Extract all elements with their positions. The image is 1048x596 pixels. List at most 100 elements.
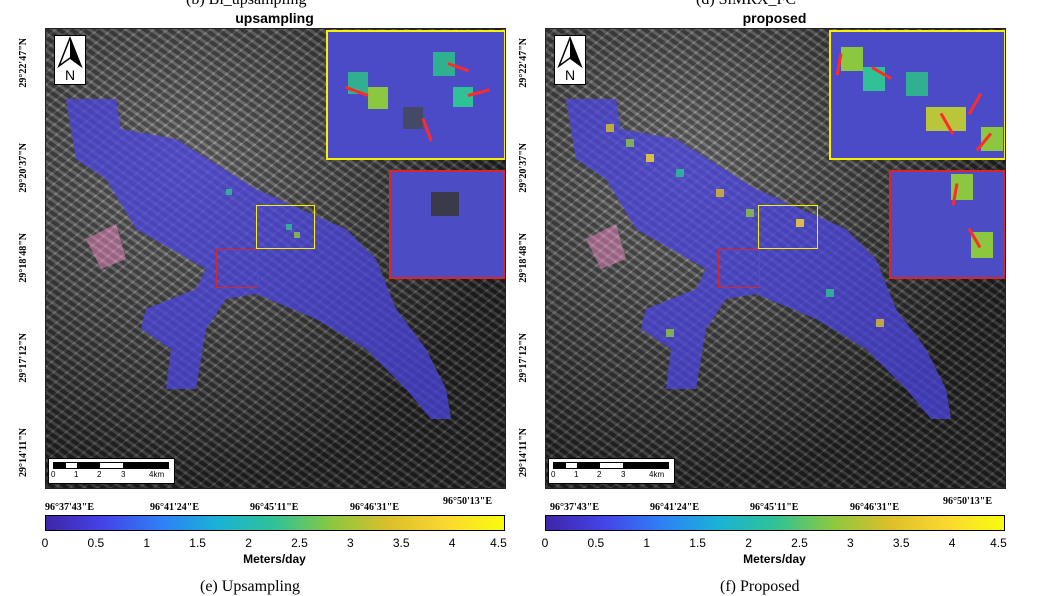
- latitude-axis-right: 29°22'47"N 29°20'37"N 29°18'48"N 29°17'1…: [518, 28, 538, 487]
- scale-tick: 2: [597, 470, 602, 479]
- scale-bar: 0 1 2 3 4km: [548, 458, 675, 484]
- latitude-axis-left: 29°22'47"N 29°20'37"N 29°18'48"N 29°17'1…: [18, 28, 38, 487]
- velocity-cell: [841, 47, 863, 71]
- scale-tick: 4km: [649, 470, 665, 479]
- lon-label: 96°41'24"E: [650, 502, 699, 513]
- north-label: N: [64, 67, 76, 83]
- velocity-cell: [368, 87, 388, 109]
- velocity-cell: [453, 87, 473, 107]
- glacier-velocity-overlay: [566, 99, 951, 419]
- colorbar-tick: 2.5: [791, 536, 808, 550]
- colorbar-tick: 3: [846, 536, 854, 550]
- colorbar-tick: 2: [745, 536, 752, 550]
- map-panel-proposed: N 0 1 2 3 4km: [545, 28, 1006, 489]
- colorbar-tick: 0.5: [87, 536, 105, 550]
- colorbar-tick: 3.5: [892, 536, 910, 550]
- colorbar-tick: 0.5: [587, 536, 605, 550]
- lon-label: 96°37'43"E: [45, 502, 94, 513]
- colorbar-tick: 0: [541, 536, 549, 550]
- map-panel-upsampling: N 0 1 2 3 4km: [45, 28, 506, 489]
- colorbar-tick: 0: [41, 536, 49, 550]
- lat-label: 29°18'48"N: [518, 233, 529, 283]
- roi-box-red: [216, 249, 258, 288]
- colorbar-tick: 2.5: [291, 536, 308, 550]
- scale-segment: [77, 462, 101, 469]
- colorbar-title-right: Meters/day: [743, 552, 806, 566]
- inset-zoom-yellow: [326, 30, 505, 160]
- velocity-cell: [403, 107, 423, 129]
- scale-tick: 3: [621, 470, 626, 479]
- lat-label: 29°14'11"N: [18, 428, 29, 477]
- lat-label: 29°22'47"N: [518, 38, 529, 88]
- lat-label: 29°17'12"N: [518, 333, 529, 383]
- roi-box-yellow: [256, 205, 315, 249]
- velocity-cell: [433, 52, 455, 76]
- scale-segment: [577, 462, 601, 469]
- north-label: N: [564, 67, 576, 83]
- colorbar-tick: 4: [448, 536, 456, 550]
- lon-label: 96°45'11"E: [750, 502, 799, 513]
- lat-label: 29°20'37"N: [518, 143, 529, 193]
- colorbar-tick: 1: [643, 536, 651, 550]
- colorbar-tick: 1.5: [689, 536, 706, 550]
- lon-label: 96°41'24"E: [150, 502, 199, 513]
- colorbar-tick: 1: [143, 536, 151, 550]
- colorbar-tick: 3: [346, 536, 354, 550]
- scale-bar: 0 1 2 3 4km: [48, 458, 175, 484]
- colorbar-right: [545, 515, 1005, 531]
- scale-tick: 1: [74, 470, 79, 479]
- scale-tick: 0: [51, 470, 56, 479]
- lon-label: 96°45'11"E: [250, 502, 299, 513]
- glacier-velocity-overlay: [66, 99, 451, 419]
- lon-label: 96°46'31"E: [850, 502, 899, 513]
- lon-label: 96°46'31"E: [350, 502, 399, 513]
- colorbar-tick: 4.5: [990, 536, 1007, 550]
- velocity-arrow: [967, 92, 983, 116]
- scale-segment: [99, 462, 125, 469]
- colorbar-ticks-right: 0 0.5 1 1.5 2 2.5 3 3.5 4 4.5: [541, 536, 1007, 550]
- scale-tick: 2: [97, 470, 102, 479]
- colorbar-tick: 4: [948, 536, 956, 550]
- lon-label: 96°50'13"E: [443, 496, 492, 507]
- lat-label: 29°14'11"N: [518, 428, 529, 477]
- velocity-cell: [906, 72, 928, 96]
- colorbar-left: [45, 515, 505, 531]
- panel-title-proposed: proposed: [742, 10, 807, 26]
- velocity-cell: [431, 192, 459, 216]
- colorbar-ticks-left: 0 0.5 1 1.5 2 2.5 3 3.5 4 4.5: [41, 536, 507, 550]
- inset-zoom-red: [889, 170, 1005, 279]
- velocity-cell: [981, 127, 1003, 151]
- scale-segment: [123, 462, 169, 469]
- roi-box-yellow: [758, 205, 818, 249]
- lat-label: 29°17'12"N: [18, 333, 29, 383]
- caption-top-right: (d) SiMRX_FC: [696, 0, 796, 9]
- lon-label: 96°37'43"E: [550, 502, 599, 513]
- caption-top-left: (b) Bi_upsampling: [186, 0, 306, 9]
- scale-tick: 3: [121, 470, 126, 479]
- caption-bottom-right: (f) Proposed: [720, 578, 800, 595]
- scale-segment: [599, 462, 625, 469]
- colorbar-title-left: Meters/day: [243, 552, 306, 566]
- panel-title-upsampling: upsampling: [235, 10, 314, 26]
- colorbar-tick: 3.5: [392, 536, 410, 550]
- colorbar-tick: 4.5: [490, 536, 507, 550]
- caption-bottom-left: (e) Upsampling: [200, 578, 300, 595]
- north-arrow-icon: N: [554, 35, 586, 85]
- longitude-axis-right: 96°37'43"E 96°41'24"E 96°45'11"E 96°46'3…: [545, 496, 1004, 516]
- scale-tick: 1: [574, 470, 579, 479]
- lat-label: 29°22'47"N: [18, 38, 29, 88]
- longitude-axis-left: 96°37'43"E 96°41'24"E 96°45'11"E 96°46'3…: [45, 496, 504, 516]
- roi-box-red: [718, 249, 760, 288]
- scale-segment: [623, 462, 669, 469]
- colorbar-tick: 2: [245, 536, 252, 550]
- lon-label: 96°50'13"E: [943, 496, 992, 507]
- inset-zoom-red: [389, 170, 505, 279]
- colorbar-tick: 1.5: [189, 536, 206, 550]
- inset-zoom-yellow: [829, 30, 1005, 160]
- north-arrow-icon: N: [54, 35, 86, 85]
- lat-label: 29°20'37"N: [18, 143, 29, 193]
- lat-label: 29°18'48"N: [18, 233, 29, 283]
- scale-tick: 4km: [149, 470, 165, 479]
- velocity-arrow: [421, 117, 433, 142]
- scale-tick: 0: [551, 470, 556, 479]
